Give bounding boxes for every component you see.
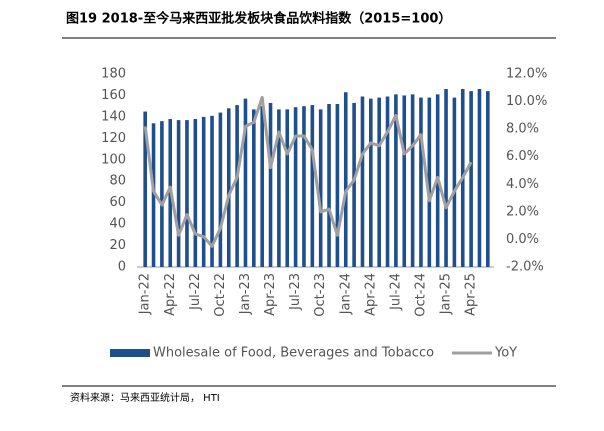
bar [235,105,239,267]
x-tick-label: Jan-22 [138,273,153,315]
y-tick-label: 160 [101,88,126,103]
bar [402,95,407,267]
bar [252,109,256,267]
x-tick-label: Oct-24 [413,273,428,317]
bar [352,102,356,267]
bar [302,106,306,268]
bar [193,119,198,268]
y-tick-label: 100 [101,152,126,167]
bar [277,109,281,267]
y2-tick-label: 10.0% [506,94,547,109]
bar [285,109,290,267]
bar [293,107,298,267]
bar [226,108,231,267]
bar [335,104,340,268]
x-tick-label: Jul-24 [388,273,403,311]
x-tick-label: Oct-23 [313,273,328,317]
chart-title: 图19 2018-至今马来西亚批发板块食品饮料指数（2015=100） [66,11,451,27]
bar [486,91,490,268]
bar [260,106,264,268]
source: 资料来源：马来西亚统计局， HTI [70,391,220,404]
legend-label: Wholesale of Food, Beverages and Tobacco [153,346,434,361]
bar [385,96,390,268]
y-tick-label: 80 [109,174,126,189]
bar [469,91,473,268]
bar [410,94,415,267]
y2-tick-label: -2.0% [506,260,544,275]
legend-label: YoY [494,346,517,361]
bar [151,123,156,267]
bar [143,111,147,268]
y-tick-label: 60 [109,195,126,210]
x-tick-label: Jan-24 [338,273,353,315]
bar [318,109,323,267]
x-tick-label: Jul-23 [288,273,303,311]
bar [477,89,482,267]
bar [268,102,273,267]
x-tick-label: Jul-22 [188,273,203,311]
bar [452,97,457,267]
y2-tick-label: 4.0% [506,177,539,192]
y-tick-label: 120 [101,131,126,146]
bar [310,105,315,267]
x-tick-label: Oct-22 [213,273,228,317]
bar [444,89,448,267]
bar [218,112,223,267]
bar [210,115,214,267]
bar [327,104,331,268]
bar [369,98,373,268]
bar [394,94,398,267]
x-tick-label: Apr-22 [163,273,178,316]
line [143,95,473,248]
bar [427,97,432,267]
bar [343,92,348,267]
y2-tick-label: 0.0% [506,232,539,247]
y-tick-label: 0 [118,260,126,275]
bar [176,120,181,267]
y2-tick-label: 12.0% [506,67,547,82]
x-tick-label: Jan-23 [238,273,253,315]
x-tick-label: Apr-23 [263,273,278,316]
bar [419,97,423,267]
bar [243,98,248,268]
y2-tick-label: 8.0% [506,122,539,137]
bar [160,121,164,267]
y-tick-label: 20 [109,238,126,253]
x-tick-label: Apr-25 [464,273,479,316]
y-tick-label: 140 [101,109,126,124]
x-tick-label: Jan-25 [439,273,454,315]
bar [377,97,381,267]
y2-tick-label: 2.0% [506,204,539,219]
y-tick-label: 180 [101,67,126,82]
x-tick-label: Apr-24 [363,273,378,316]
bar [185,120,189,267]
y-tick-label: 40 [109,217,126,232]
legend-swatch [110,349,150,357]
bar [360,96,365,268]
bar [201,116,206,267]
y2-tick-label: 6.0% [506,149,539,164]
